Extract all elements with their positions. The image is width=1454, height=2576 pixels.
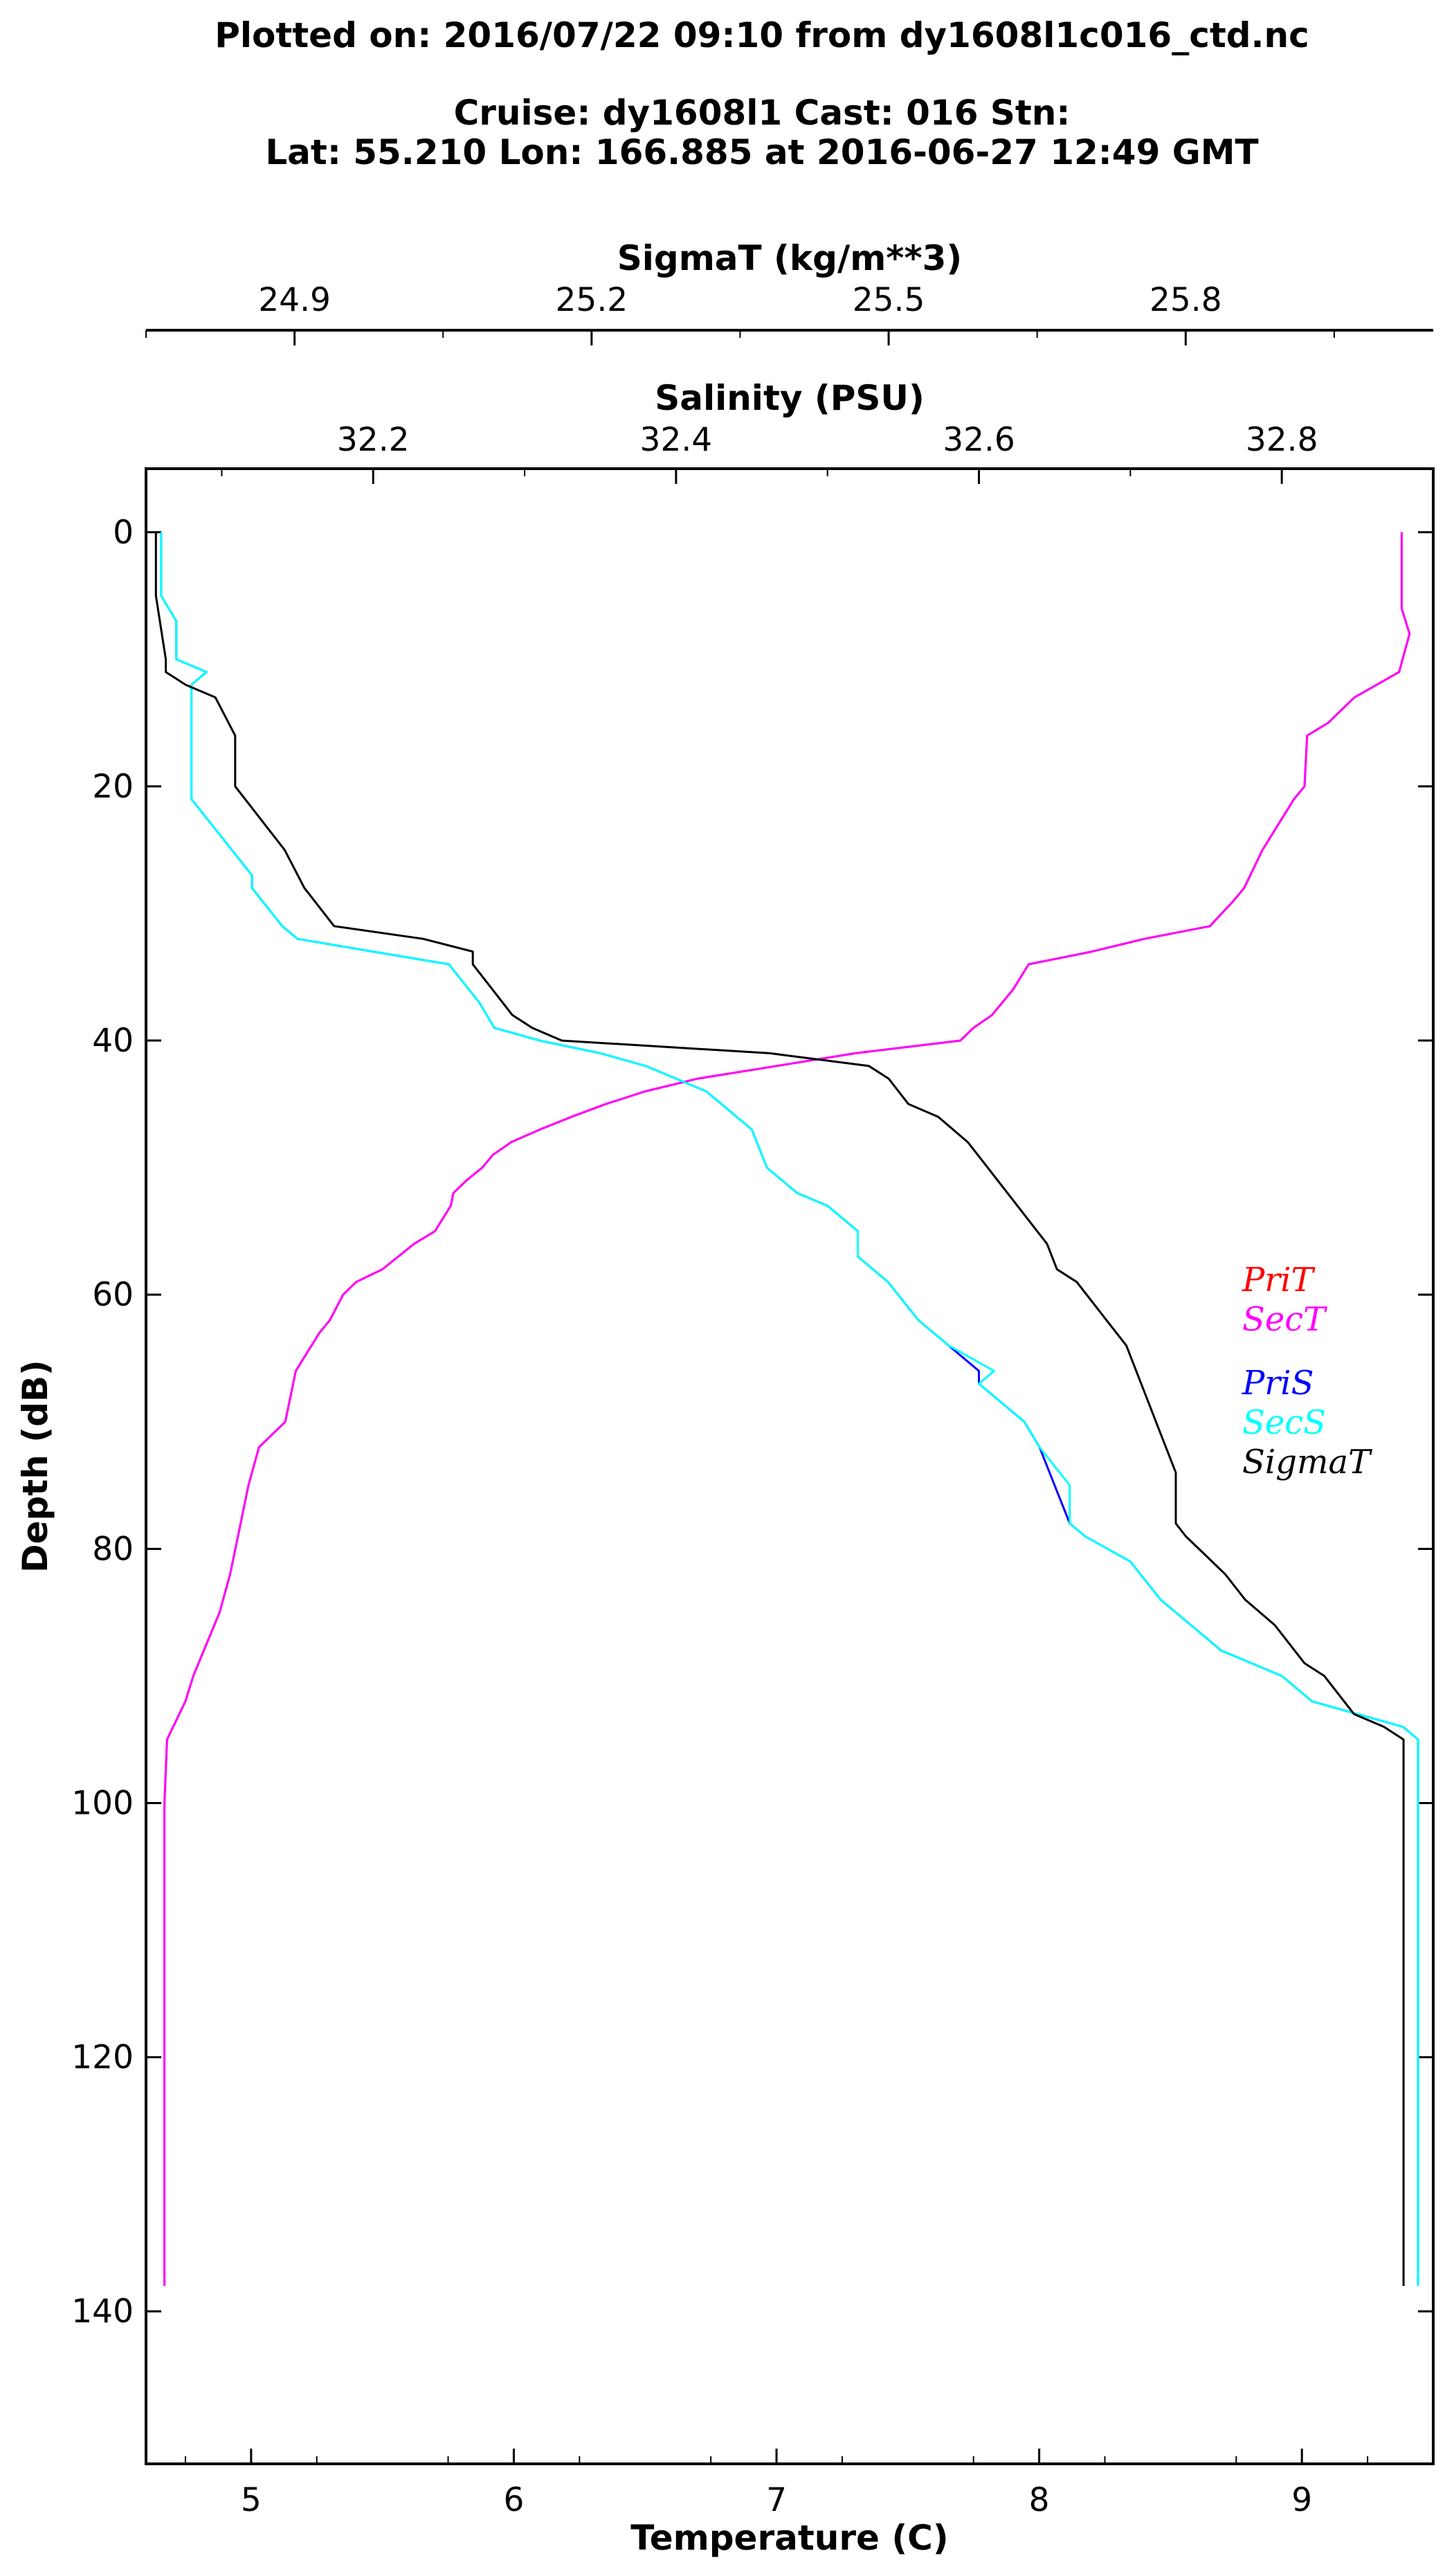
depth-tick-label: 80 [92,1530,134,1568]
salinity-tick-label: 32.6 [943,421,1015,459]
legend-entry-sect: SecT [1242,1300,1327,1339]
depth-tick-label: 120 [71,2039,134,2077]
series-line-secs [160,532,1419,2286]
sigmat-tick-label: 25.5 [853,281,925,319]
temperature-tick-label: 8 [1029,2481,1050,2519]
salinity-tick-label: 32.2 [337,421,410,459]
temperature-tick-label: 6 [503,2481,524,2519]
legend-entry-pris: PriS [1242,1364,1314,1403]
sigmat-tick-label: 25.8 [1149,281,1222,319]
temperature-ticks: 5 6 7 8 9 [184,2449,1369,2519]
depth-tick-label: 20 [92,768,134,806]
depth-tick-label: 100 [71,1784,134,1822]
temperature-tick-label: 5 [241,2481,262,2519]
temperature-tick-label: 9 [1291,2481,1312,2519]
temperature-axis-label: Temperature (C) [630,2518,948,2558]
salinity-ticks: 32.2 32.4 32.6 32.8 [221,421,1318,484]
temperature-tick-label: 7 [766,2481,787,2519]
depth-ticks: 0 20 40 60 80 100 120 140 [71,514,1433,2331]
series-line-sigmat [154,532,1405,2286]
depth-tick-label: 60 [92,1276,134,1314]
plot-header-line-1: Plotted on: 2016/07/22 09:10 from dy1608… [215,15,1309,55]
salinity-axis-label: Salinity (PSU) [655,378,925,418]
plot-frame [145,467,1435,2465]
depth-tick-label: 140 [71,2293,134,2331]
salinity-tick-label: 32.4 [640,421,713,459]
plot-header-line-3: Lat: 55.210 Lon: 166.885 at 2016-06-27 1… [265,132,1258,172]
legend-entry-secs: SecS [1242,1403,1326,1442]
depth-axis-label: Depth (dB) [15,1360,55,1573]
legend-entry-sigmat: SigmaT [1242,1443,1372,1481]
series-lines [154,532,1419,2286]
sigmat-tick-label: 25.2 [556,281,628,319]
salinity-tick-label: 32.8 [1246,421,1318,459]
plot-header-line-2: Cruise: dy1608l1 Cast: 016 Stn: [454,93,1071,133]
series-line-sect [163,532,1411,2286]
depth-tick-label: 40 [92,1022,134,1060]
sigmat-tick-label: 24.9 [258,281,331,319]
sigmat-ticks: 24.9 25.2 25.5 25.8 [145,281,1335,345]
legend-entry-prit: PriT [1242,1261,1316,1299]
sigmat-axis-label: SigmaT (kg/m**3) [617,238,963,278]
depth-tick-label: 0 [113,514,134,552]
sigmat-axis: SigmaT (kg/m**3) 24.9 25.2 25.5 25.8 [145,238,1433,345]
